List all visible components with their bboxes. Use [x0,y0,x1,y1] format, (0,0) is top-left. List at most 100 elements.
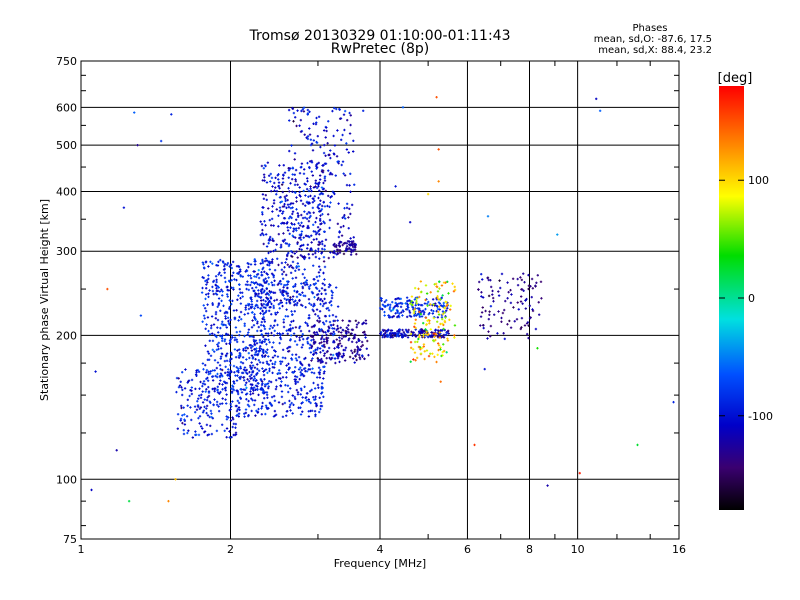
data-point [223,267,226,271]
data-point [260,273,263,277]
data-point [235,338,238,341]
data-point [257,292,260,295]
data-point [199,396,203,399]
data-point [225,342,228,346]
data-point [254,351,257,354]
data-point [206,396,209,399]
data-point [230,334,234,337]
data-point [214,292,218,295]
data-point [264,368,268,371]
data-point [235,340,239,344]
data-point [208,372,212,375]
data-point [215,348,219,352]
data-point [211,375,215,378]
data-point [264,300,267,303]
data-point [243,366,247,369]
data-point [183,418,186,421]
data-point [206,414,210,417]
data-point [267,338,270,342]
data-point [202,409,206,412]
data-point [236,374,239,377]
data-point [183,413,186,416]
data-point [209,370,212,373]
data-point [213,333,216,337]
data-point [252,270,255,273]
data-point [246,378,249,381]
data-point [207,329,210,333]
data-point [204,327,207,331]
data-point [225,263,229,267]
data-point [225,427,229,430]
data-point [201,390,204,393]
data-point [229,408,232,411]
data-point [228,436,231,439]
data-point [273,399,277,402]
data-point [265,309,268,313]
data-point [252,389,255,392]
data-point [210,432,214,436]
data-point [262,278,266,282]
data-point [248,375,252,378]
data-point [226,370,230,374]
data-point [205,398,209,402]
data-point [204,297,207,301]
data-point [244,349,248,352]
data-point [228,430,231,433]
data-point [182,432,186,436]
data-point [221,397,224,400]
data-point [225,332,228,336]
data-point [268,401,272,405]
data-point [238,287,241,291]
phase-stats-o: mean, sd,O: -87.6, 17.5 [594,34,712,45]
data-point [233,316,237,320]
data-point [200,291,204,294]
data-point [247,262,250,266]
data-point [251,345,254,348]
data-point [227,416,230,419]
data-point [252,324,256,327]
data-point [255,299,259,303]
data-point [215,278,218,282]
data-point [201,276,204,279]
data-point [239,360,243,364]
data-point [198,387,201,390]
data-point [251,369,255,373]
data-point [214,283,217,287]
data-point [221,388,224,391]
data-point [263,270,266,274]
data-point [229,351,233,355]
data-point [228,360,232,363]
data-point [216,285,220,288]
data-point [219,309,222,312]
data-point [211,379,215,382]
data-point [216,372,219,376]
data-point [205,283,208,286]
data-point [219,347,223,350]
data-point [295,388,299,392]
data-point [186,398,190,402]
data-point [250,349,254,352]
data-point [260,383,264,387]
data-point [238,408,241,412]
data-point [235,309,238,312]
data-point [242,376,245,379]
data-point [219,274,223,277]
data-point [267,332,270,335]
data-point [234,433,238,436]
grid-lines [81,61,679,539]
data-point [187,429,190,432]
data-point [212,279,216,283]
data-point [265,343,268,346]
data-point [216,343,219,346]
data-point [204,363,207,367]
data-point [221,320,224,324]
data-point [241,361,245,365]
data-point [207,352,211,355]
data-point [227,289,231,292]
data-point [250,386,253,389]
data-point [207,265,210,268]
data-point [210,324,213,327]
data-point [186,404,189,407]
data-point [221,294,224,297]
data-point [249,274,252,277]
